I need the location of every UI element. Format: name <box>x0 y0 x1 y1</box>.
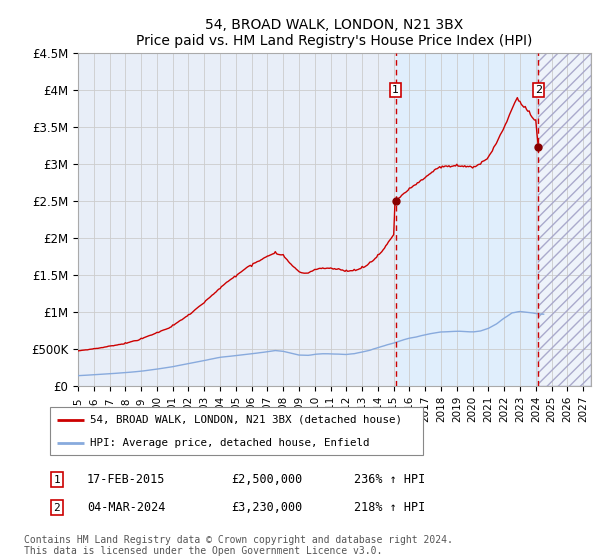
Text: 1: 1 <box>392 85 399 95</box>
Text: 2: 2 <box>53 503 61 513</box>
Text: 236% ↑ HPI: 236% ↑ HPI <box>354 473 425 487</box>
Text: 04-MAR-2024: 04-MAR-2024 <box>87 501 166 515</box>
Text: 1: 1 <box>53 475 61 485</box>
Bar <box>538 53 591 386</box>
Title: 54, BROAD WALK, LONDON, N21 3BX
Price paid vs. HM Land Registry's House Price In: 54, BROAD WALK, LONDON, N21 3BX Price pa… <box>136 18 533 48</box>
Text: 218% ↑ HPI: 218% ↑ HPI <box>354 501 425 515</box>
Text: Contains HM Land Registry data © Crown copyright and database right 2024.
This d: Contains HM Land Registry data © Crown c… <box>24 535 453 557</box>
Text: 2: 2 <box>535 85 542 95</box>
Text: HPI: Average price, detached house, Enfield: HPI: Average price, detached house, Enfi… <box>89 438 369 448</box>
Bar <box>538 53 591 386</box>
Text: £3,230,000: £3,230,000 <box>231 501 302 515</box>
Bar <box>538 53 591 386</box>
FancyBboxPatch shape <box>50 407 424 455</box>
Text: 54, BROAD WALK, LONDON, N21 3BX (detached house): 54, BROAD WALK, LONDON, N21 3BX (detache… <box>89 414 401 424</box>
Text: £2,500,000: £2,500,000 <box>231 473 302 487</box>
Bar <box>395 53 538 386</box>
Text: 17-FEB-2015: 17-FEB-2015 <box>87 473 166 487</box>
